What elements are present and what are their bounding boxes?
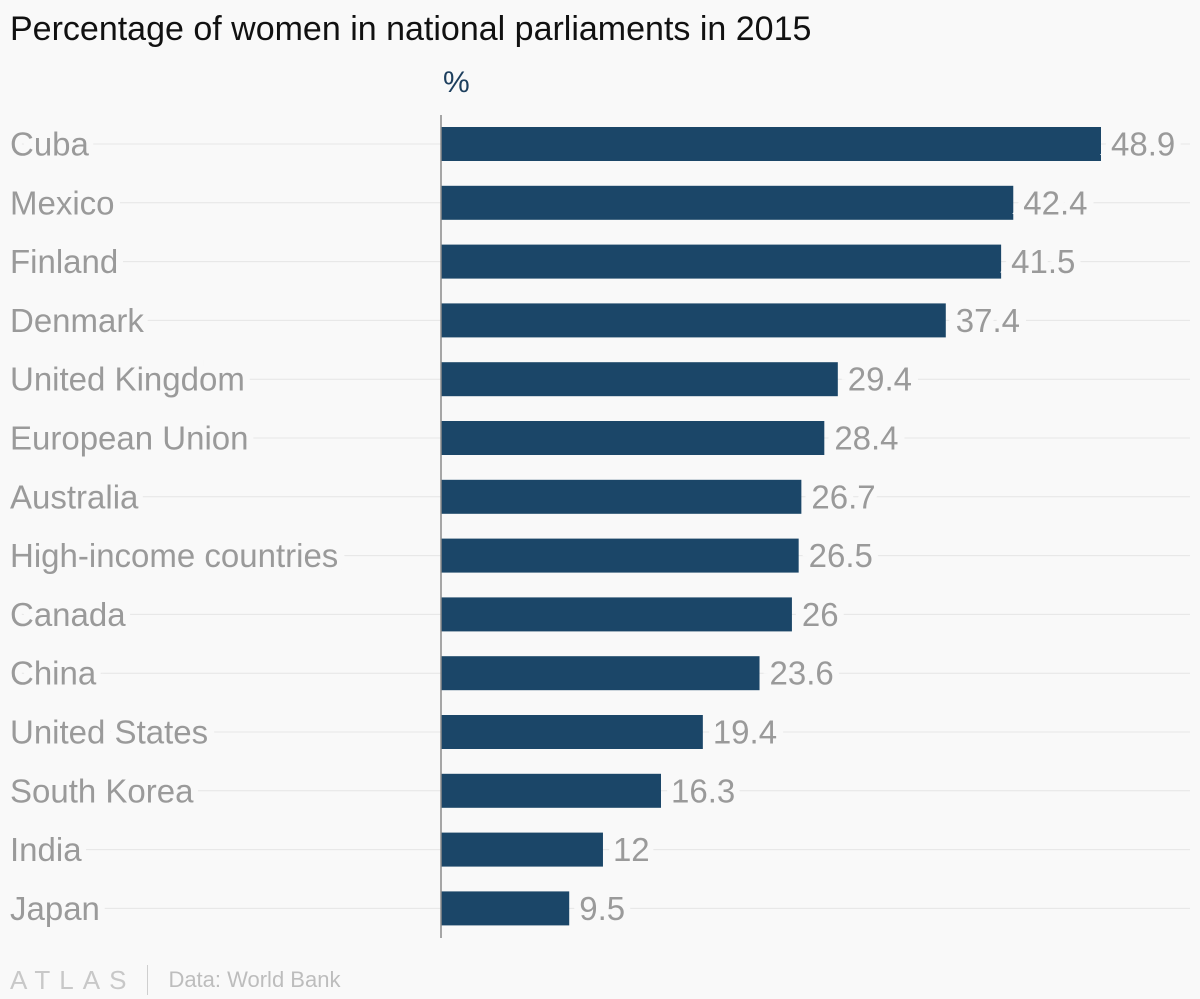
- value-label: 26: [802, 596, 839, 633]
- category-label: Australia: [10, 478, 139, 515]
- value-label: 41.5: [1011, 243, 1075, 280]
- value-label: 16.3: [671, 772, 735, 809]
- footer-divider: [147, 965, 149, 995]
- bar: [441, 891, 570, 926]
- value-label: 37.4: [956, 302, 1020, 339]
- bar: [441, 656, 760, 691]
- bar: [441, 185, 1014, 220]
- atlas-logo: ATLAS: [10, 964, 136, 995]
- bar: [441, 832, 603, 867]
- bar: [441, 244, 1002, 279]
- category-label: European Union: [10, 420, 249, 457]
- category-label: Canada: [10, 596, 126, 633]
- bar: [441, 538, 799, 573]
- category-label: South Korea: [10, 772, 194, 809]
- value-label: 42.4: [1023, 184, 1087, 221]
- value-label: 12: [613, 831, 650, 868]
- bar: [441, 597, 792, 632]
- bar: [441, 715, 703, 749]
- category-label: Mexico: [10, 184, 115, 221]
- category-label: Japan: [10, 890, 100, 927]
- value-label: 28.4: [834, 420, 898, 457]
- value-label: 23.6: [770, 655, 834, 692]
- value-label: 26.5: [809, 537, 873, 574]
- category-label: India: [10, 831, 82, 868]
- category-label: Cuba: [10, 126, 90, 163]
- bar: [441, 127, 1101, 161]
- source-note: Data: World Bank: [168, 967, 341, 992]
- category-label: High-income countries: [10, 537, 338, 574]
- category-label: United Kingdom: [10, 361, 245, 398]
- value-label: 19.4: [713, 714, 777, 751]
- bar-chart: Cuba 48.9 Mexico 42.4 Finland 41.5 Denmark 37.4…: [10, 115, 1190, 938]
- category-label: Denmark: [10, 302, 144, 339]
- value-label: 26.7: [811, 478, 875, 515]
- value-label: 48.9: [1111, 126, 1175, 163]
- category-label: Finland: [10, 243, 118, 280]
- bar: [441, 421, 825, 455]
- category-label: United States: [10, 714, 208, 751]
- bar: [441, 362, 838, 397]
- chart-title: Percentage of women in national parliame…: [10, 10, 812, 48]
- bar: [441, 479, 802, 514]
- category-label: China: [10, 655, 97, 692]
- bar: [441, 773, 661, 808]
- unit-label: %: [443, 66, 470, 99]
- bar: [441, 303, 946, 338]
- footer: ATLAS Data: World Bank: [10, 962, 340, 998]
- value-label: 9.5: [579, 890, 625, 927]
- value-label: 29.4: [848, 361, 912, 398]
